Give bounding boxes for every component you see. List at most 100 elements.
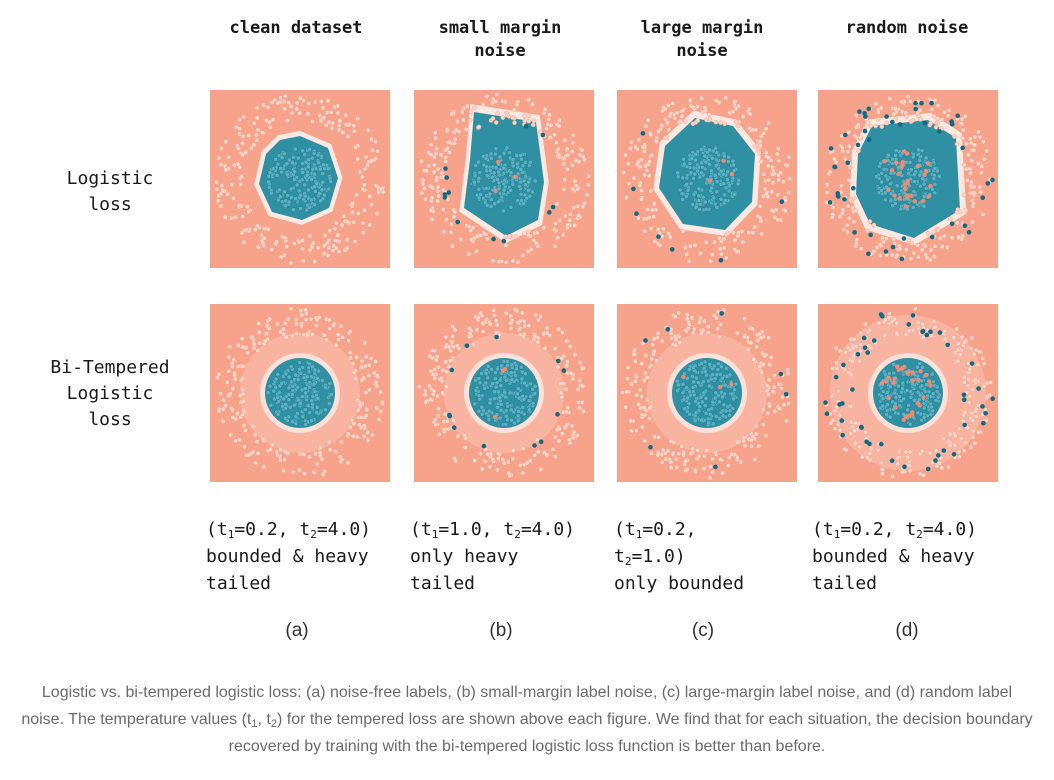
noisy-point	[925, 466, 931, 472]
inner-point	[921, 405, 927, 411]
ring-point	[522, 231, 527, 236]
ring-point	[933, 448, 939, 453]
noisy-point	[857, 109, 862, 114]
ring-point	[623, 152, 628, 158]
inner-point	[284, 161, 290, 167]
inner-point	[294, 182, 300, 188]
ring-point	[441, 229, 447, 235]
ring-point	[347, 122, 352, 127]
ring-point	[858, 246, 864, 252]
ring-point	[341, 213, 347, 219]
noisy-point	[922, 120, 928, 126]
ring-point	[913, 306, 918, 311]
ring-point	[932, 254, 937, 259]
inner-point	[526, 188, 531, 193]
inner-point	[311, 151, 317, 156]
inner-point	[526, 179, 531, 185]
ring-point	[827, 169, 833, 175]
ring-point	[702, 318, 707, 324]
ring-point	[930, 460, 935, 465]
ring-point	[544, 126, 549, 131]
ring-point	[877, 241, 883, 247]
noisy-point	[896, 367, 901, 373]
inner-point	[684, 182, 690, 187]
ring-point	[716, 334, 722, 340]
ring-point	[237, 165, 243, 170]
inner-point	[517, 184, 522, 189]
ring-point	[262, 235, 267, 241]
ring-point	[766, 120, 771, 126]
ring-point	[761, 131, 767, 136]
ring-point	[345, 134, 351, 139]
ring-point	[332, 226, 338, 232]
inner-point	[920, 364, 925, 370]
ring-point	[972, 142, 977, 148]
ring-point	[374, 405, 380, 411]
ring-point	[419, 190, 425, 196]
ring-point	[962, 162, 967, 168]
ring-point	[536, 449, 541, 455]
inner-point	[907, 160, 913, 165]
inner-point	[703, 207, 709, 212]
ring-point	[935, 120, 940, 125]
ring-point	[965, 383, 971, 388]
noisy-point	[918, 369, 923, 374]
ring-point	[903, 110, 908, 116]
ring-point	[280, 234, 285, 240]
inner-point	[684, 175, 690, 181]
ring-point	[449, 221, 454, 227]
ring-point	[948, 216, 953, 222]
inner-point	[309, 418, 315, 423]
noisy-point	[961, 392, 967, 398]
ring-point	[318, 445, 323, 451]
inner-point	[492, 389, 497, 394]
ring-point	[676, 334, 682, 339]
ring-point	[894, 320, 900, 326]
noisy-point	[949, 121, 955, 127]
ring-point	[449, 111, 454, 117]
ring-point	[704, 117, 709, 123]
ring-point	[428, 152, 434, 157]
ring-point	[490, 116, 496, 121]
ring-point	[649, 356, 655, 362]
ring-point	[560, 431, 565, 436]
ring-point	[835, 422, 841, 427]
ring-point	[571, 205, 577, 210]
inner-point	[681, 397, 687, 402]
ring-point	[683, 119, 688, 124]
ring-point	[466, 224, 472, 229]
ring-point	[965, 425, 970, 431]
ring-point	[294, 321, 299, 327]
ring-point	[634, 392, 640, 398]
ring-point	[882, 333, 887, 338]
ring-point	[966, 377, 972, 382]
ring-point	[311, 240, 316, 246]
ring-point	[636, 137, 642, 142]
ring-point	[878, 253, 883, 258]
ring-point	[552, 132, 557, 138]
inner-point	[879, 179, 885, 185]
inner-point	[483, 380, 489, 386]
ring-point	[842, 156, 848, 162]
ring-point	[659, 338, 665, 344]
ring-point	[845, 345, 851, 351]
ring-point	[493, 120, 499, 125]
ring-point	[652, 434, 657, 440]
ring-point	[501, 460, 507, 466]
ring-point	[651, 336, 657, 342]
ring-point	[455, 433, 461, 439]
ring-point	[220, 406, 226, 412]
inner-point	[930, 187, 935, 192]
ring-point	[255, 105, 260, 111]
ring-point	[719, 251, 724, 257]
ring-point	[362, 340, 367, 345]
inner-point	[693, 399, 698, 404]
ring-point	[297, 467, 302, 473]
noisy-point	[855, 352, 861, 357]
ring-point	[444, 419, 450, 424]
ring-point	[706, 324, 711, 330]
ring-point	[715, 309, 721, 315]
ring-point	[865, 228, 870, 234]
ring-point	[283, 93, 288, 99]
inner-point	[300, 414, 305, 419]
